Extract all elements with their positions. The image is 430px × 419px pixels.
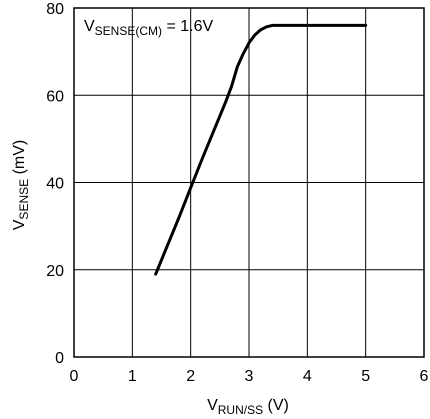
grid [74, 8, 424, 357]
y-tick-label: 20 [46, 263, 64, 280]
x-tick-label: 4 [303, 368, 312, 385]
x-tick-label: 0 [70, 368, 79, 385]
y-axis-label: VSENSE (mV) [11, 140, 31, 230]
x-tick-label: 3 [245, 368, 254, 385]
x-tick-label: 2 [186, 368, 195, 385]
y-tick-labels: 0 20 40 60 80 [46, 1, 64, 367]
y-tick-label: 80 [46, 1, 64, 18]
x-tick-label: 6 [420, 368, 429, 385]
y-tick-label: 60 [46, 88, 64, 105]
series-layer [154, 23, 368, 276]
x-tick-label: 5 [361, 368, 370, 385]
x-tick-label: 1 [128, 368, 137, 385]
y-tick-label: 40 [46, 176, 64, 193]
x-axis-label: VRUN/SS (V) [207, 397, 289, 417]
y-tick-label: 0 [55, 350, 64, 367]
plot-frame [73, 7, 425, 358]
x-tick-labels: 0 1 2 3 4 5 6 [70, 368, 429, 385]
series-line [154, 23, 368, 276]
annotation: VSENSE(CM) = 1.6V [84, 18, 213, 38]
